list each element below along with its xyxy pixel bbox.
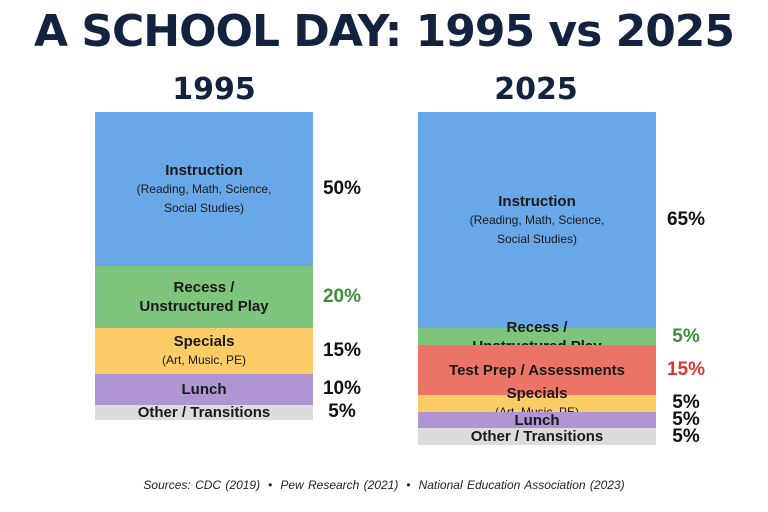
segment-label: Other / Transitions [137, 403, 271, 421]
segment-detail: (Reading, Math, Science, Social Studies) [136, 181, 272, 215]
source-cdc: Sources: CDC (2019) [143, 478, 261, 492]
segment-label: Other / Transitions [470, 428, 604, 446]
segment-label: Specials [173, 332, 235, 350]
percent-label-specials-1995: 15% [322, 339, 362, 361]
chart-title: A SCHOOL DAY: 1995 vs 2025 [33, 6, 735, 57]
percent-label-other-transitions-2025: 5% [672, 425, 700, 447]
bar-segment-specials-1995: Specials (Art, Music, PE) [95, 327, 313, 374]
separator-dot: • [406, 478, 411, 492]
segment-label: Specials [506, 385, 568, 403]
source-nea: National Education Association (2023) [418, 478, 625, 492]
bar-segment-other-transitions-2025: Other / Transitions [418, 428, 656, 445]
bar-segment-specials-2025: Specials(Art, Music, PE) [418, 385, 656, 419]
bar-segment-instruction-1995: Instruction (Reading, Math, Science, Soci… [95, 112, 313, 266]
percent-label-recess-unstructured-play-2025: 5% [672, 325, 700, 347]
bar-segment-recess-unstructured-play-2025: Recess / Unstructured Play [418, 319, 656, 355]
separator-dot: • [268, 478, 273, 492]
segment-label: Test Prep / Assessments [449, 361, 625, 379]
percent-label-test-prep-assessments-2025: 15% [666, 359, 706, 381]
sources-footer: Sources: CDC (2019) • Pew Research (2021) •… [0, 478, 768, 492]
bar-segment-lunch-1995: Lunch [95, 373, 313, 405]
percent-label-other-transitions-1995: 5% [328, 401, 356, 423]
segment-detail: (Art, Music, PE) [161, 352, 246, 367]
source-pew: Pew Research (2021) [280, 478, 399, 492]
bar-segment-recess-unstructured-play-1995: Recess / Unstructured Play [95, 266, 313, 328]
segment-label: Instruction [498, 192, 576, 210]
column-title-2025: 2025 [494, 72, 578, 107]
percent-label-specials-2025: 5% [672, 392, 700, 414]
segment-label: Lunch [181, 380, 227, 398]
bar-segment-test-prep-assessments-2025: Test Prep / Assessments [418, 345, 656, 396]
percent-label-recess-unstructured-play-1995: 20% [322, 285, 362, 307]
segment-label: Lunch [514, 411, 560, 429]
segment-detail: (Reading, Math, Science, Social Studies) [469, 212, 605, 246]
percent-label-lunch-2025: 5% [672, 409, 700, 431]
percent-label-lunch-1995: 10% [322, 378, 362, 400]
percent-label-instruction-1995: 50% [322, 178, 362, 199]
bar-segment-other-transitions-1995: Other / Transitions [95, 403, 313, 421]
column-title-1995: 1995 [172, 72, 256, 107]
segment-label: Recess / Unstructured Play [139, 278, 269, 315]
bar-segment-instruction-2025: Instruction (Reading, Math, Science, Soci… [418, 112, 656, 329]
segment-label: Instruction [165, 161, 243, 179]
percent-label-instruction-2025: 65% [666, 209, 706, 231]
bar-segment-lunch-2025: Lunch [418, 412, 656, 429]
